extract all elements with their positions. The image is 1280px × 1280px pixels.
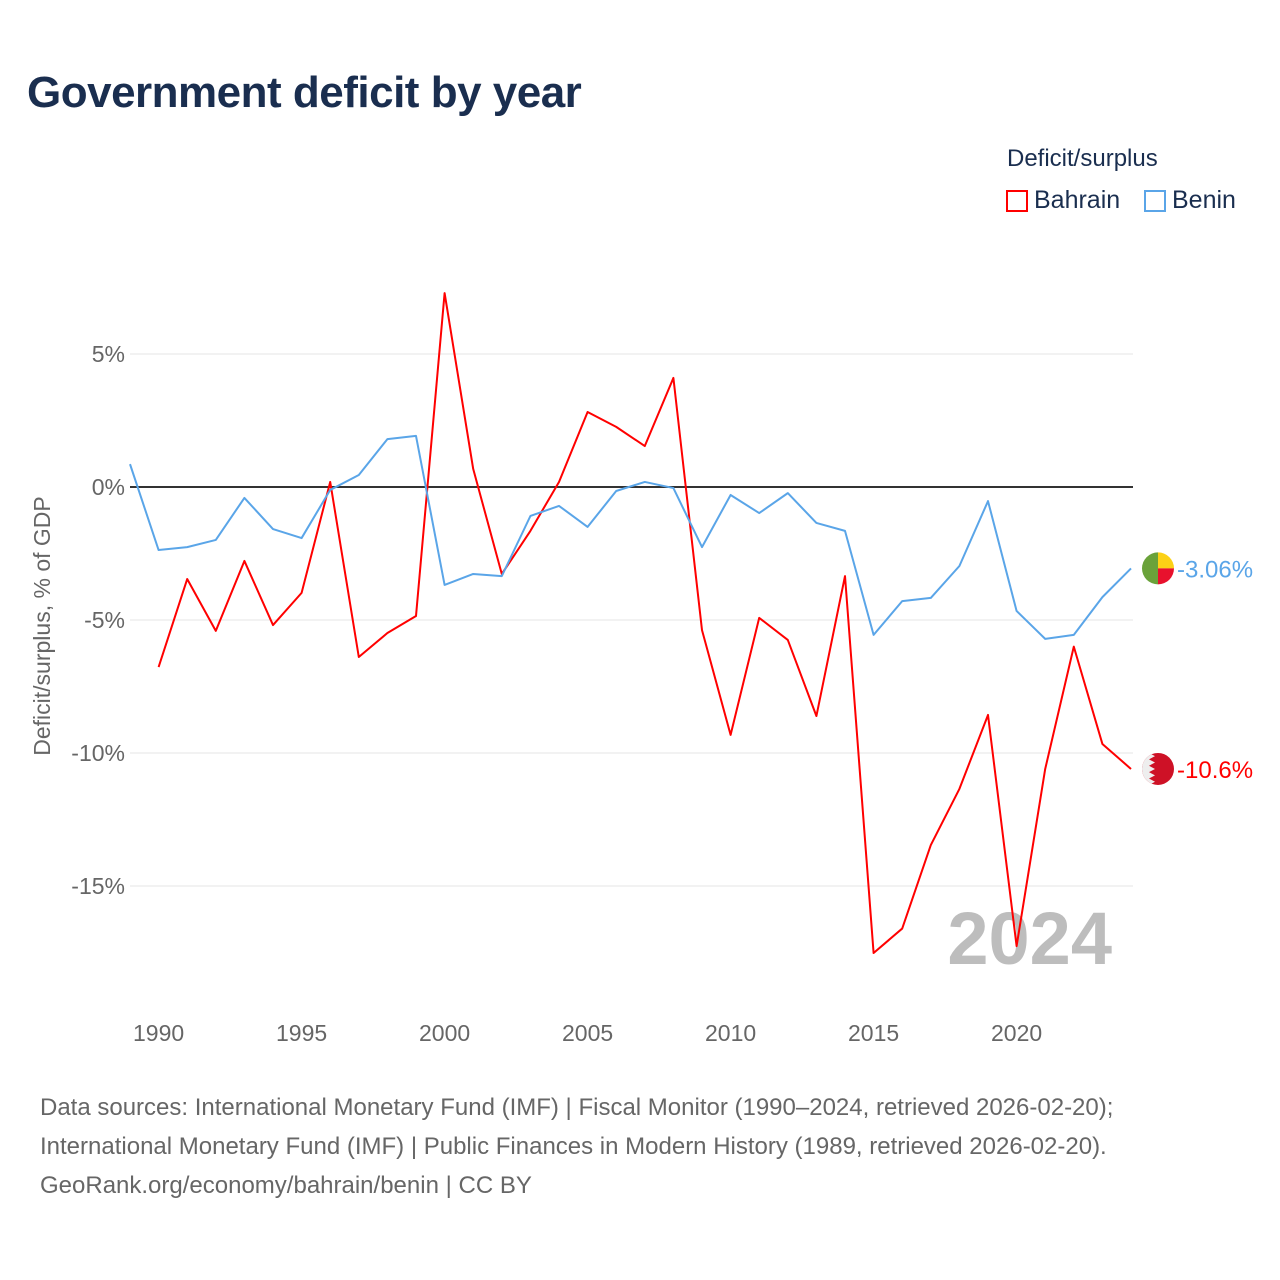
benin-flag-red [1158, 568, 1174, 585]
year-label: 2024 [947, 897, 1112, 980]
x-tick-label: 2020 [991, 1020, 1042, 1046]
series-line-bahrain [157, 292, 1132, 955]
benin-flag-yellow [1158, 552, 1174, 569]
y-tick-label: -10% [71, 740, 125, 766]
source-line: International Monetary Fund (IMF) | Publ… [40, 1133, 1107, 1160]
x-tick-label: 2015 [848, 1020, 899, 1046]
sources: Data sources: International Monetary Fun… [40, 1088, 1113, 1205]
y-tick-label: -5% [84, 607, 125, 633]
x-tick-label: 2010 [705, 1020, 756, 1046]
bahrain-flag-white [1142, 752, 1155, 785]
benin-flag-icon [1142, 552, 1158, 585]
legend-label: Bahrain [1034, 186, 1121, 214]
x-tick-label: 2005 [562, 1020, 613, 1046]
end-value-label-bahrain: -10.6% [1177, 757, 1253, 784]
chart-title: Government deficit by year [27, 68, 582, 117]
legend-title: Deficit/surplus [1007, 145, 1158, 172]
x-tick-label: 1995 [276, 1020, 327, 1046]
x-tick-label: 1990 [133, 1020, 184, 1046]
end-value-label-benin: -3.06% [1177, 556, 1253, 583]
legend-item-bahrain[interactable]: Bahrain [1006, 186, 1120, 215]
y-tick-label: -15% [71, 873, 125, 899]
source-line: Data sources: International Monetary Fun… [40, 1094, 1114, 1121]
benin-swatch [1144, 189, 1166, 212]
legend-item-benin[interactable]: Benin [1144, 186, 1236, 215]
legend-label: Benin [1172, 186, 1236, 214]
x-tick-label: 2000 [419, 1020, 470, 1046]
bahrain-swatch [1006, 189, 1028, 212]
y-axis-label: Deficit/surplus, % of GDP [29, 496, 55, 755]
series-line-benin [129, 434, 1132, 640]
source-line[interactable]: GeoRank.org/economy/bahrain/benin | CC B… [40, 1172, 532, 1199]
y-tick-label: 0% [92, 474, 125, 500]
y-tick-label: 5% [92, 341, 125, 367]
